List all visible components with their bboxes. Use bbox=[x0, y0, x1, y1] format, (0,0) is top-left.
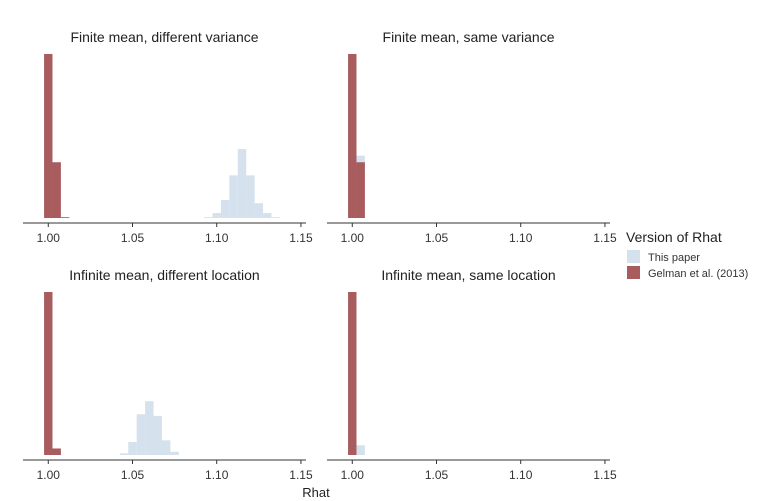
panel-title: Infinite mean, same location bbox=[381, 267, 555, 283]
panel-title: Finite mean, different variance bbox=[70, 29, 258, 45]
series-gelman bbox=[348, 292, 357, 455]
x-tick-label: 1.00 bbox=[341, 468, 365, 482]
legend-label-this-paper: This paper bbox=[648, 252, 700, 264]
x-tick-label: 1.15 bbox=[593, 231, 617, 245]
panel-2: Finite mean, same variance 1.00 1.05 1.10 1.… bbox=[327, 29, 617, 245]
legend-title: Version of Rhat bbox=[626, 229, 722, 245]
legend: Version of Rhat This paper Gelman et al.… bbox=[626, 229, 748, 280]
histogram-bar bbox=[254, 203, 264, 218]
x-tick-label: 1.10 bbox=[509, 231, 533, 245]
histogram-bar bbox=[170, 451, 179, 455]
x-tick-label: 1.00 bbox=[37, 468, 61, 482]
histogram-bar bbox=[220, 199, 230, 218]
histogram-bar bbox=[136, 414, 146, 455]
histogram-bar bbox=[52, 162, 61, 218]
x-tick-label: 1.15 bbox=[593, 468, 617, 482]
x-axis-title: Rhat bbox=[302, 485, 330, 500]
histogram-bar bbox=[128, 441, 137, 455]
histogram-bar bbox=[237, 149, 247, 218]
panel-3: Infinite mean, different location 1.00 1.0… bbox=[23, 267, 313, 482]
histogram-bar bbox=[212, 213, 221, 218]
series-this-paper bbox=[119, 401, 179, 455]
series-gelman bbox=[348, 54, 365, 218]
histogram-bar bbox=[271, 217, 280, 218]
x-tick-label: 1.00 bbox=[37, 231, 61, 245]
x-tick-label: 1.05 bbox=[121, 468, 145, 482]
panels-layer: Finite mean, different variance 1.00 1.05 1… bbox=[23, 29, 617, 482]
legend-swatch-gelman bbox=[627, 266, 640, 279]
histogram-bar bbox=[161, 440, 171, 455]
histogram-bar bbox=[229, 175, 238, 218]
x-tick-label: 1.10 bbox=[509, 468, 533, 482]
histogram-bar bbox=[204, 217, 213, 218]
x-tick-label: 1.15 bbox=[289, 231, 313, 245]
histogram-bar bbox=[60, 217, 70, 218]
x-tick-label: 1.05 bbox=[425, 231, 449, 245]
histogram-bar bbox=[153, 415, 162, 455]
series-gelman bbox=[44, 292, 61, 455]
series-gelman bbox=[44, 54, 70, 218]
panel-title: Finite mean, same variance bbox=[383, 29, 555, 45]
x-tick-label: 1.05 bbox=[425, 468, 449, 482]
histogram-bar bbox=[348, 54, 357, 218]
panel-title: Infinite mean, different location bbox=[69, 267, 259, 283]
histogram-bar bbox=[44, 292, 53, 455]
x-tick-label: 1.10 bbox=[205, 468, 229, 482]
histogram-bar bbox=[52, 448, 61, 455]
histogram-bar bbox=[356, 162, 365, 218]
legend-label-gelman: Gelman et al. (2013) bbox=[648, 268, 748, 280]
histogram-bar bbox=[263, 213, 272, 218]
histogram-bar bbox=[145, 401, 154, 455]
panel-4: Infinite mean, same location 1.00 1.05 1.10… bbox=[327, 267, 617, 482]
x-tick-label: 1.10 bbox=[205, 231, 229, 245]
histogram-bar bbox=[44, 54, 53, 218]
histogram-bar bbox=[348, 292, 357, 455]
x-tick-label: 1.00 bbox=[341, 231, 365, 245]
x-tick-label: 1.15 bbox=[289, 468, 313, 482]
histogram-bar bbox=[119, 453, 129, 455]
series-this-paper bbox=[204, 149, 280, 218]
histogram-bar bbox=[356, 445, 365, 455]
histogram-bar bbox=[246, 175, 255, 218]
legend-swatch-this-paper bbox=[627, 250, 640, 263]
x-tick-label: 1.05 bbox=[121, 231, 145, 245]
panel-1: Finite mean, different variance 1.00 1.05 1… bbox=[23, 29, 313, 245]
